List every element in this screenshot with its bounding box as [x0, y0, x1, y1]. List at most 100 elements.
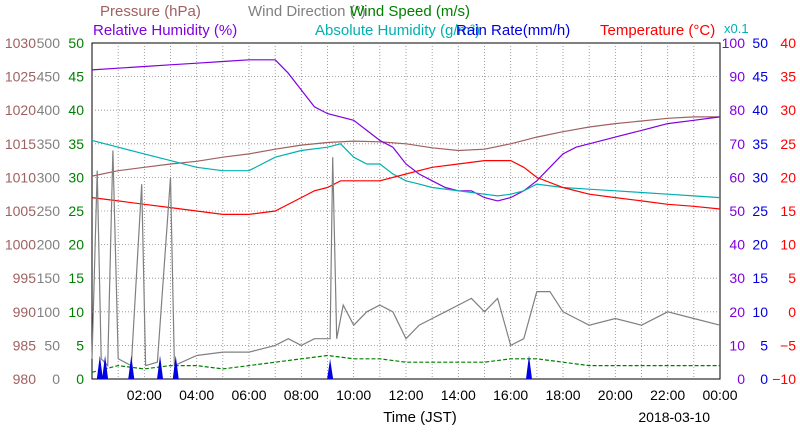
temperature-tick-label: −10	[772, 371, 796, 387]
legend-entry: Rain Rate(mm/h)	[456, 22, 570, 39]
pressure-tick-label: 1010	[5, 169, 36, 185]
temperature-tick-label: 30	[780, 102, 796, 118]
rain_rate-tick-label: 10	[752, 304, 768, 320]
temperature-tick-label: 10	[780, 237, 796, 253]
rain_rate-tick-label: 50	[752, 35, 768, 51]
relative_humidity-tick-label: 70	[729, 136, 745, 152]
temperature-tick-label: 40	[780, 35, 796, 51]
wind_speed-tick-label: 0	[76, 371, 84, 387]
pressure-tick-label: 1025	[5, 69, 36, 85]
x-axis: 02:00 04:00 06:00 08:00 10:00 12:00 14:00 16:00…	[127, 387, 738, 426]
rain_rate-tick-label: 40	[752, 102, 768, 118]
pressure-tick-label: 1000	[5, 237, 36, 253]
relative-humidity-line	[91, 59, 721, 202]
temperature-tick-label: 35	[780, 69, 796, 85]
relative_humidity-tick-label: 30	[729, 270, 745, 286]
rain_rate-tick-label: 35	[752, 136, 768, 152]
temperature-tick-label: 25	[780, 136, 796, 152]
wind_direction-tick-label: 450	[37, 69, 61, 85]
x-tick-label: 12:00	[388, 387, 423, 403]
relative_humidity-tick-label: 10	[729, 337, 745, 353]
relative_humidity-tick-label: 90	[729, 69, 745, 85]
wind_direction-tick-label: 150	[37, 270, 61, 286]
temperature-tick-label: 20	[780, 169, 796, 185]
wind_speed-tick-label: 50	[68, 35, 84, 51]
x-axis-label: Time (JST)	[383, 409, 457, 426]
right-axes: 0102030405060708090100051015202530354045…	[722, 35, 797, 387]
wind_direction-tick-label: 50	[44, 337, 60, 353]
wind_direction-tick-label: 400	[37, 102, 61, 118]
wind_direction-tick-label: 0	[52, 371, 60, 387]
wind_speed-tick-label: 25	[68, 203, 84, 219]
x-tick-label: 18:00	[545, 387, 580, 403]
chart-titles: Pressure (hPa) Wind Direction (°)Wind Spe…	[93, 3, 749, 39]
rain_rate-tick-label: 20	[752, 237, 768, 253]
temperature-tick-label: 0	[788, 304, 796, 320]
rain-rate-bar	[128, 355, 135, 379]
wind_direction-tick-label: 250	[37, 203, 61, 219]
series-lines	[91, 59, 721, 379]
pressure-tick-label: 980	[13, 371, 37, 387]
pressure-tick-label: 995	[13, 270, 37, 286]
pressure-tick-label: 990	[13, 304, 37, 320]
x-tick-label: 22:00	[650, 387, 685, 403]
x-tick-label: 10:00	[336, 387, 371, 403]
legend-entry: Pressure (hPa)	[100, 3, 201, 20]
relative_humidity-tick-label: 100	[722, 35, 746, 51]
rain_rate-tick-label: 0	[760, 371, 768, 387]
x-tick-label: 14:00	[441, 387, 476, 403]
wind-speed-m-s-line	[91, 354, 720, 373]
wind_speed-tick-label: 45	[68, 69, 84, 85]
wind-direction-line	[91, 150, 721, 368]
absolute-humidity-g-m-line	[91, 139, 721, 199]
wind_direction-tick-label: 100	[37, 304, 61, 320]
rain_rate-tick-label: 5	[760, 337, 768, 353]
abs-humidity-scale-note: x0.1	[724, 21, 749, 36]
temperature-tick-label: 5	[788, 270, 796, 286]
pressure-hpa-line	[91, 116, 720, 177]
wind_direction-tick-label: 300	[37, 169, 61, 185]
wind_speed-tick-label: 5	[76, 337, 84, 353]
relative_humidity-tick-label: 20	[729, 304, 745, 320]
relative_humidity-tick-label: 0	[737, 371, 745, 387]
rain_rate-tick-label: 45	[752, 69, 768, 85]
legend-entry: Wind Direction (°)	[248, 3, 366, 20]
pressure-tick-label: 985	[13, 337, 37, 353]
wind_direction-tick-label: 350	[37, 136, 61, 152]
x-tick-label: 16:00	[493, 387, 528, 403]
rain-rate-bar	[102, 355, 109, 379]
wind_speed-tick-label: 20	[68, 237, 84, 253]
temperature-tick-label: −5	[780, 337, 796, 353]
rain_rate-tick-label: 25	[752, 203, 768, 219]
wind_speed-tick-label: 30	[68, 169, 84, 185]
pressure-tick-label: 1005	[5, 203, 36, 219]
legend-entry: Temperature (°C)	[600, 22, 715, 39]
wind_direction-tick-label: 500	[37, 35, 61, 51]
x-tick-label: 20:00	[598, 387, 633, 403]
wind_speed-tick-label: 40	[68, 102, 84, 118]
x-tick-label: 06:00	[231, 387, 266, 403]
rain-rate-bar	[525, 355, 532, 379]
relative_humidity-tick-label: 40	[729, 237, 745, 253]
legend-entry: Relative Humidity (%)	[93, 22, 237, 39]
left-axes: 9809859909951000100510101015102010251030…	[5, 35, 84, 387]
wind_speed-tick-label: 35	[68, 136, 84, 152]
date-label: 2018-03-10	[638, 409, 710, 425]
plot-grid	[91, 42, 721, 380]
x-tick-label: 00:00	[702, 387, 737, 403]
rain-rate-bar	[157, 355, 164, 379]
wind_speed-tick-label: 15	[68, 270, 84, 286]
legend-entry: Wind Speed (m/s)	[350, 3, 470, 20]
rain-rate-bar	[327, 358, 334, 379]
rain_rate-tick-label: 15	[752, 270, 768, 286]
wind_direction-tick-label: 200	[37, 237, 61, 253]
pressure-tick-label: 1015	[5, 136, 36, 152]
wind_speed-tick-label: 10	[68, 304, 84, 320]
rain-rate-bar	[96, 355, 103, 379]
pressure-tick-label: 1020	[5, 102, 36, 118]
relative_humidity-tick-label: 80	[729, 102, 745, 118]
x-tick-label: 04:00	[179, 387, 214, 403]
legend-entry: Absolute Humidity (g/m³)	[315, 22, 480, 39]
x-tick-label: 08:00	[284, 387, 319, 403]
